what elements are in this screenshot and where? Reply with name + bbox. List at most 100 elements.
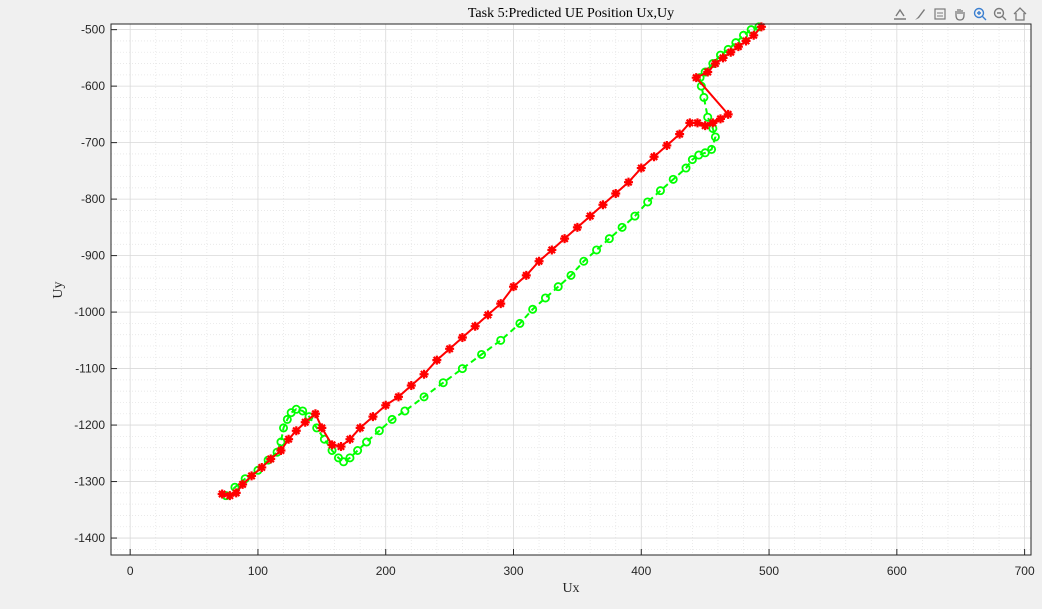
data-point: [298, 406, 308, 416]
y-tick-label: -1400: [74, 531, 105, 545]
data-point: [355, 423, 365, 433]
data-point: [636, 163, 646, 173]
data-point: [381, 400, 391, 410]
data-point: [681, 163, 691, 173]
y-tick-label: -900: [81, 249, 105, 263]
data-point: [703, 112, 713, 122]
y-tick-label: -800: [81, 192, 105, 206]
data-point: [547, 245, 557, 255]
data-point: [496, 299, 506, 309]
data-point: [276, 437, 286, 447]
data-point: [345, 453, 355, 463]
data-point: [276, 445, 286, 455]
home-icon[interactable]: [1011, 5, 1029, 23]
data-point: [716, 114, 725, 124]
data-point: [336, 442, 346, 452]
data-point: [238, 479, 248, 489]
x-tick-label: 600: [887, 564, 907, 578]
data-point: [756, 22, 766, 32]
x-tick-label: 700: [1015, 564, 1035, 578]
data-point: [675, 129, 685, 139]
y-tick-label: -500: [81, 23, 105, 37]
datatip-icon[interactable]: [931, 5, 949, 23]
data-point: [624, 177, 633, 187]
y-tick-label: -1300: [74, 475, 105, 489]
x-tick-label: 200: [376, 564, 396, 578]
data-point: [572, 222, 582, 232]
data-point: [560, 234, 570, 244]
data-point: [723, 109, 733, 119]
data-point: [327, 440, 337, 450]
data-point: [553, 282, 563, 292]
data-point: [566, 270, 576, 280]
axes-frame: [110, 23, 1032, 556]
data-point: [345, 434, 355, 444]
x-axis-label: Ux: [562, 581, 579, 596]
zoom-in-icon[interactable]: [971, 5, 989, 23]
data-point: [710, 59, 720, 69]
data-point: [604, 234, 614, 244]
pan-hand-icon[interactable]: [951, 5, 969, 23]
data-point: [528, 304, 538, 314]
data-point: [509, 282, 518, 292]
data-point: [710, 132, 720, 142]
ticks: 0 100 200 300 400 500 600 700 -500 -600 -700 -800 -9…: [74, 23, 1035, 578]
data-point: [579, 256, 589, 266]
data-point: [691, 73, 701, 83]
series-2: [217, 22, 766, 501]
x-tick-label: 500: [759, 564, 779, 578]
data-point: [726, 47, 736, 57]
data-point: [703, 67, 713, 77]
series-line: [225, 25, 760, 497]
major-grid: [111, 24, 1031, 555]
x-tick-label: 300: [503, 564, 523, 578]
data-point: [477, 349, 487, 359]
data-point: [284, 434, 294, 444]
data-point: [685, 118, 695, 128]
zoom-out-icon[interactable]: [991, 5, 1009, 23]
data-point: [483, 310, 493, 320]
data-point: [630, 211, 640, 221]
data-point: [257, 462, 267, 472]
data-point: [534, 256, 544, 266]
data-point: [457, 333, 467, 343]
data-point: [445, 344, 455, 354]
x-tick-label: 0: [127, 564, 134, 578]
data-point: [649, 152, 659, 162]
data-point: [310, 409, 320, 419]
data-point: [406, 381, 416, 391]
data-point: [496, 335, 506, 345]
data-point: [231, 488, 241, 498]
data-point: [419, 369, 429, 379]
y-axis-label: Uy: [51, 281, 66, 298]
data-point: [749, 30, 759, 40]
data-point: [317, 423, 327, 433]
x-tick-label: 100: [248, 564, 268, 578]
data-point: [362, 437, 372, 447]
brush-icon[interactable]: [911, 5, 929, 23]
data-point: [598, 200, 608, 210]
y-tick-label: -1100: [75, 362, 105, 376]
data-point: [438, 378, 448, 388]
data-point: [470, 321, 480, 331]
data-point: [585, 211, 595, 221]
x-tick-label: 400: [631, 564, 651, 578]
data-point: [700, 121, 710, 131]
data-point: [707, 144, 717, 154]
data-point: [282, 414, 292, 424]
data-point: [693, 118, 702, 128]
export-icon[interactable]: [891, 5, 909, 23]
data-point: [353, 445, 363, 455]
data-point: [394, 392, 403, 402]
data-point: [592, 245, 602, 255]
data-point: [400, 406, 410, 416]
data-point: [699, 92, 709, 102]
data-point: [419, 392, 429, 402]
data-point: [662, 140, 672, 150]
data-point: [387, 414, 397, 424]
data-point: [668, 174, 678, 184]
data-point: [515, 318, 525, 328]
y-tick-label: -600: [81, 79, 105, 93]
data-point: [457, 364, 467, 374]
data-point: [217, 489, 227, 499]
